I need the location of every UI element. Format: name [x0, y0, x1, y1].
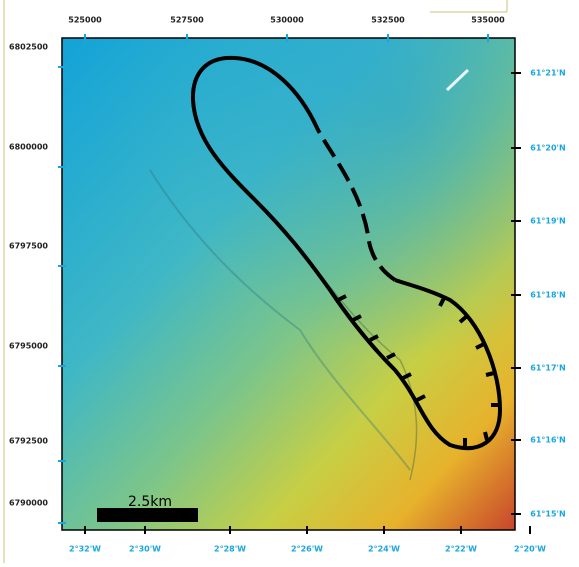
latitude-label: 61°16'N [530, 436, 565, 445]
slide-scar [149, 169, 411, 471]
map-frame [61, 37, 516, 531]
northing-label: 6797500 [9, 242, 48, 251]
headwall-ticks [337, 294, 499, 446]
latitude-label: 61°19'N [530, 217, 565, 226]
longitude-label: 2°30'W [129, 545, 161, 554]
latitude-label: 61°21'N [530, 69, 565, 78]
latitude-label: 61°17'N [530, 364, 565, 373]
bathymetry-shade [62, 38, 515, 530]
easting-label: 525000 [68, 16, 102, 25]
slide-outline-inferred [316, 129, 397, 282]
longitude-label: 2°20'W [514, 545, 546, 554]
northing-label: 6802500 [9, 43, 48, 52]
northing-label: 6800000 [9, 143, 48, 152]
northing-label: 6790000 [9, 499, 48, 508]
northing-label: 6792500 [9, 437, 48, 446]
scale-bar [97, 508, 198, 522]
latitude-label: 61°15'N [530, 510, 565, 519]
easting-label: 527500 [170, 16, 204, 25]
slide-outline [190, 55, 503, 451]
longitude-label: 2°22'W [445, 545, 477, 554]
feature [445, 68, 470, 92]
scale-label: 2.5km [128, 494, 172, 510]
easting-label: 530000 [270, 16, 304, 25]
longitude-label: 2°32'W [69, 545, 101, 554]
longitude-label: 2°28'W [214, 545, 246, 554]
longitude-label: 2°24'W [368, 545, 400, 554]
latitude-label: 61°18'N [530, 291, 565, 300]
longitude-label: 2°26'W [291, 545, 323, 554]
easting-label: 532500 [371, 16, 405, 25]
easting-label: 535000 [471, 16, 505, 25]
latitude-label: 61°20'N [530, 144, 565, 153]
northing-label: 6795000 [9, 342, 48, 351]
